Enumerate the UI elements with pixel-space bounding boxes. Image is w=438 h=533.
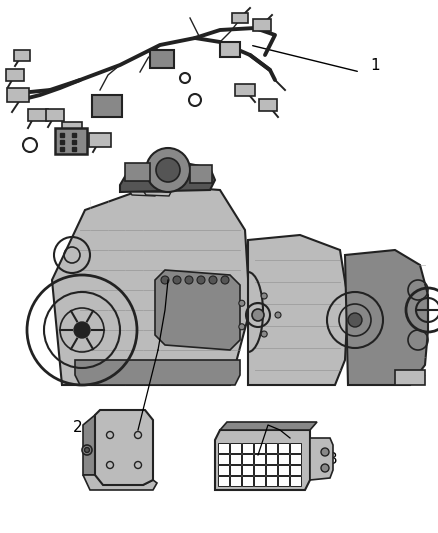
Circle shape	[185, 276, 193, 284]
Bar	[230, 476, 240, 486]
Polygon shape	[155, 270, 240, 350]
Circle shape	[209, 276, 217, 284]
Circle shape	[82, 445, 92, 455]
Circle shape	[156, 158, 180, 182]
FancyBboxPatch shape	[62, 122, 82, 134]
Circle shape	[348, 313, 362, 327]
FancyBboxPatch shape	[220, 42, 240, 57]
Bar	[218, 443, 229, 453]
Bar	[278, 443, 289, 453]
Circle shape	[74, 322, 90, 338]
Circle shape	[146, 148, 190, 192]
Bar	[278, 465, 289, 474]
Bar	[290, 476, 300, 486]
FancyBboxPatch shape	[46, 109, 64, 121]
Bar	[254, 476, 265, 486]
Bar	[290, 443, 300, 453]
FancyBboxPatch shape	[259, 99, 277, 111]
FancyBboxPatch shape	[150, 50, 174, 68]
Bar	[290, 454, 300, 464]
Polygon shape	[75, 360, 240, 385]
Polygon shape	[220, 422, 317, 430]
Bar	[242, 465, 252, 474]
Circle shape	[173, 276, 181, 284]
Circle shape	[321, 448, 329, 456]
Polygon shape	[83, 475, 157, 490]
FancyBboxPatch shape	[7, 88, 29, 102]
FancyBboxPatch shape	[253, 19, 271, 31]
Bar	[266, 465, 276, 474]
Bar	[266, 476, 276, 486]
Circle shape	[261, 331, 267, 337]
Polygon shape	[83, 415, 95, 475]
Bar	[278, 476, 289, 486]
FancyBboxPatch shape	[235, 84, 255, 96]
FancyBboxPatch shape	[395, 370, 425, 385]
Polygon shape	[310, 438, 333, 480]
FancyBboxPatch shape	[55, 128, 87, 154]
Bar	[254, 454, 265, 464]
FancyBboxPatch shape	[89, 133, 111, 147]
Polygon shape	[95, 410, 153, 485]
Bar	[218, 454, 229, 464]
Bar	[278, 454, 289, 464]
FancyBboxPatch shape	[190, 165, 212, 183]
Circle shape	[161, 276, 169, 284]
Bar	[230, 443, 240, 453]
Bar	[230, 454, 240, 464]
Circle shape	[85, 448, 89, 453]
Bar	[254, 465, 265, 474]
Bar	[266, 454, 276, 464]
Text: 2: 2	[72, 421, 82, 435]
FancyBboxPatch shape	[14, 50, 30, 61]
Circle shape	[275, 312, 281, 318]
Polygon shape	[120, 162, 215, 192]
Polygon shape	[345, 250, 428, 385]
Circle shape	[252, 309, 264, 321]
Bar	[242, 443, 252, 453]
Circle shape	[221, 276, 229, 284]
Polygon shape	[144, 192, 171, 196]
Bar	[230, 465, 240, 474]
FancyBboxPatch shape	[125, 163, 150, 181]
Circle shape	[239, 324, 245, 330]
Polygon shape	[130, 192, 157, 196]
FancyBboxPatch shape	[6, 69, 24, 81]
FancyBboxPatch shape	[92, 95, 122, 117]
Text: 3: 3	[328, 453, 338, 467]
Polygon shape	[52, 185, 250, 385]
Bar	[290, 465, 300, 474]
Circle shape	[261, 293, 267, 299]
Text: 1: 1	[370, 58, 380, 72]
Circle shape	[239, 300, 245, 306]
Polygon shape	[215, 430, 310, 490]
Bar	[254, 443, 265, 453]
FancyBboxPatch shape	[232, 13, 248, 23]
Circle shape	[321, 464, 329, 472]
FancyBboxPatch shape	[28, 109, 48, 121]
Bar	[266, 443, 276, 453]
Polygon shape	[248, 235, 348, 385]
Bar	[218, 465, 229, 474]
Bar	[242, 454, 252, 464]
Bar	[242, 476, 252, 486]
Circle shape	[197, 276, 205, 284]
Bar	[218, 476, 229, 486]
